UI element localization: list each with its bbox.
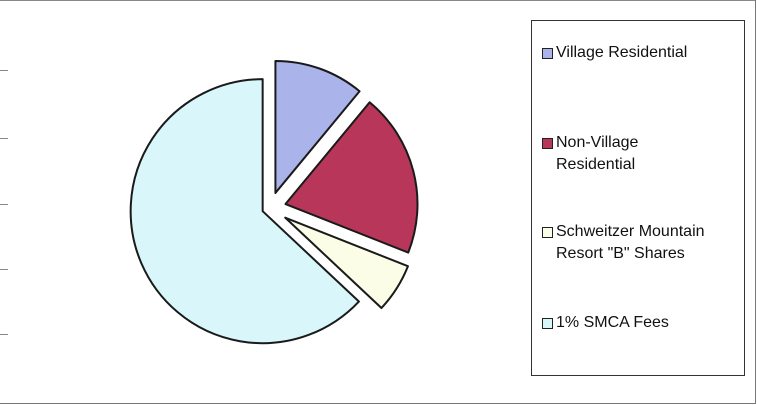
- legend-label: Village Residential: [556, 44, 688, 61]
- legend-item-non-village-residential: Non-Village Residential: [542, 132, 696, 176]
- pie-slice-schweitzer-mountain-resort-b-shares: [284, 216, 409, 310]
- legend-swatch: [542, 138, 553, 149]
- legend-item-schweitzer-b-shares: Schweitzer Mountain Resort "B" Shares: [542, 221, 746, 265]
- legend-label: 1% SMCA Fees: [556, 314, 669, 331]
- axis-tick: [0, 70, 8, 71]
- legend-item-village-residential: Village Residential: [542, 42, 746, 64]
- axis-tick: [0, 334, 8, 335]
- legend-swatch: [542, 318, 553, 329]
- legend-item-smca-fees: 1% SMCA Fees: [542, 312, 746, 334]
- axis-tick: [0, 138, 8, 139]
- chart-legend: Village Residential Non-Village Resident…: [531, 20, 745, 376]
- legend-label: Schweitzer Mountain Resort "B" Shares: [556, 223, 705, 262]
- legend-swatch: [542, 227, 553, 238]
- legend-swatch: [542, 48, 553, 59]
- axis-tick: [0, 204, 8, 205]
- pie-slice-non-village-residential: [284, 101, 419, 254]
- legend-label: Non-Village Residential: [556, 134, 639, 173]
- pie-slice-village-residential: [274, 59, 361, 194]
- pie-slice-1-smca-fees: [129, 78, 360, 345]
- axis-tick: [0, 269, 8, 270]
